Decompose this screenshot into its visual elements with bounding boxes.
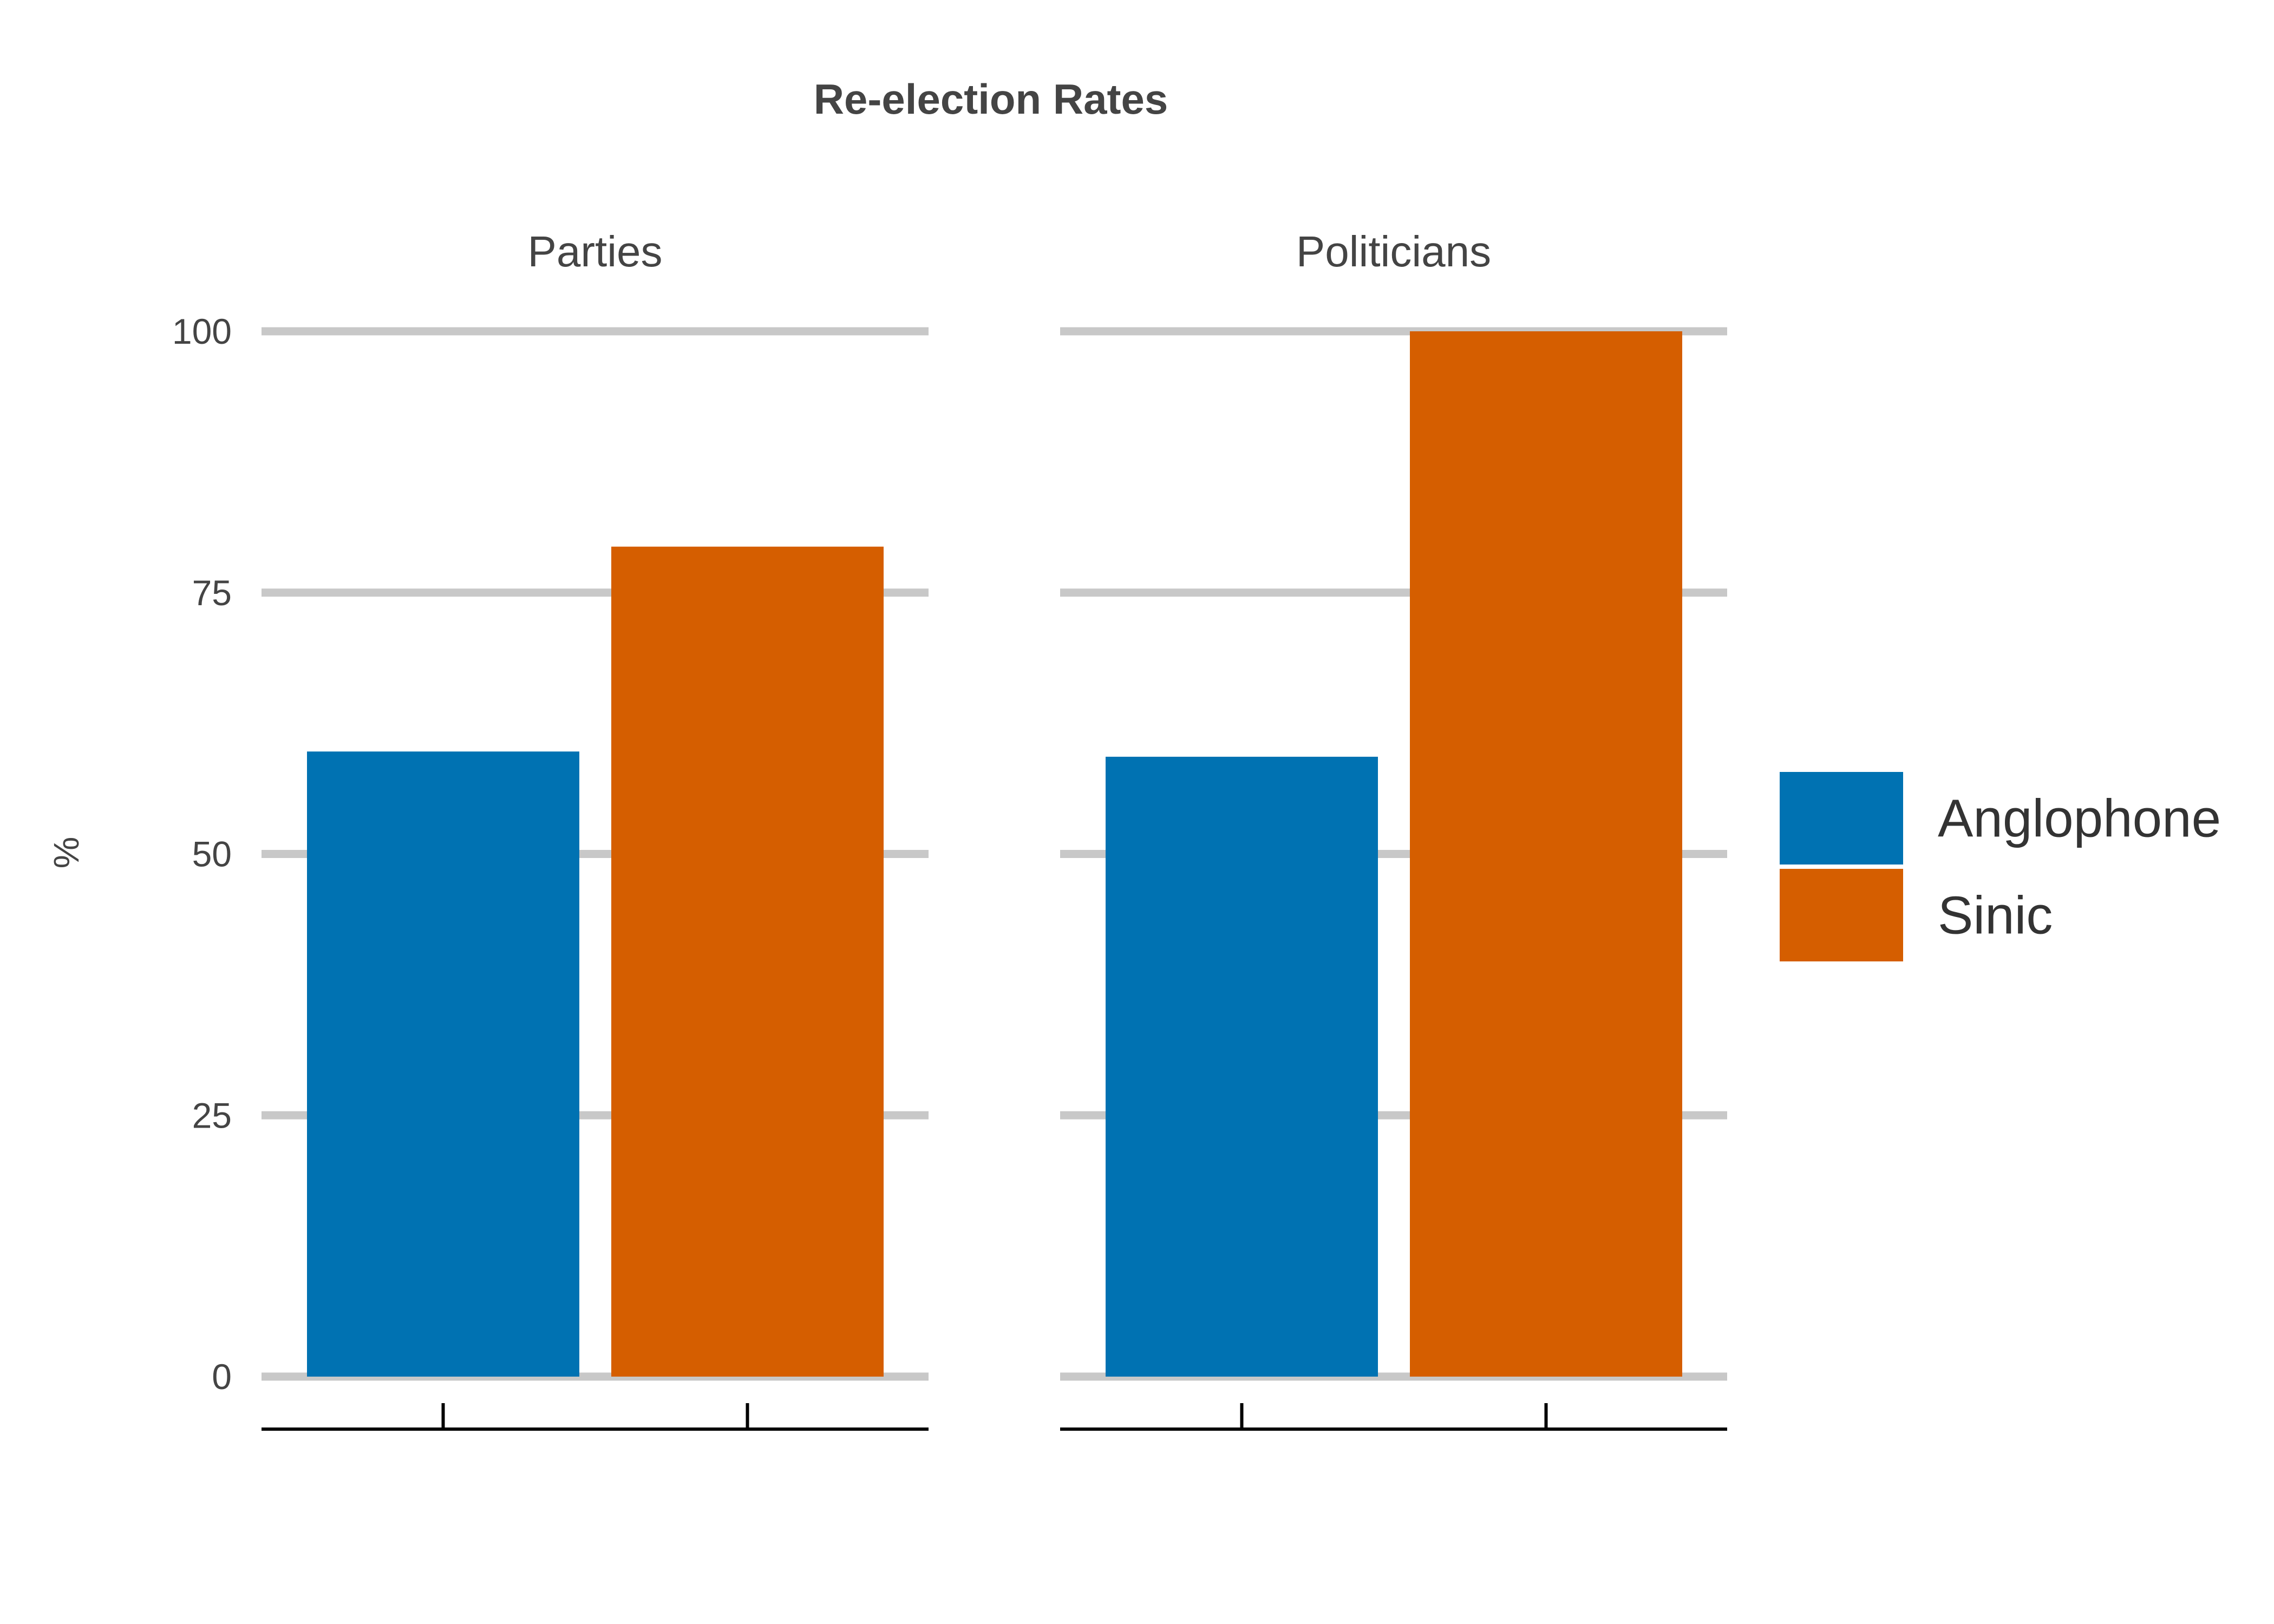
y-axis-label: % — [46, 837, 86, 869]
legend: Anglophone Sinic — [1780, 772, 2221, 961]
panel-parties: Parties 0 25 50 75 100 — [172, 227, 929, 1431]
legend-key-sinic — [1780, 869, 1903, 961]
panel-title: Parties — [528, 227, 663, 276]
bar-anglophone-politicians — [1106, 756, 1378, 1377]
bar-sinic-parties — [611, 546, 884, 1377]
legend-label-anglophone: Anglophone — [1938, 789, 2221, 848]
legend-key-anglophone — [1780, 772, 1903, 865]
y-tick-label: 75 — [192, 573, 232, 613]
y-tick-label: 0 — [212, 1357, 232, 1397]
y-tick-label: 100 — [172, 311, 232, 351]
panels: Parties 0 25 50 75 100 Politicians — [172, 227, 1727, 1431]
y-tick-label: 50 — [192, 834, 232, 874]
panel-politicians: Politicians — [1060, 227, 1727, 1431]
panel-title: Politicians — [1296, 227, 1491, 276]
legend-label-sinic: Sinic — [1938, 886, 2053, 945]
y-tick-label: 25 — [192, 1095, 232, 1135]
bar-anglophone-parties — [307, 751, 579, 1377]
chart-title: Re-election Rates — [814, 75, 1168, 123]
bar-sinic-politicians — [1410, 331, 1682, 1377]
